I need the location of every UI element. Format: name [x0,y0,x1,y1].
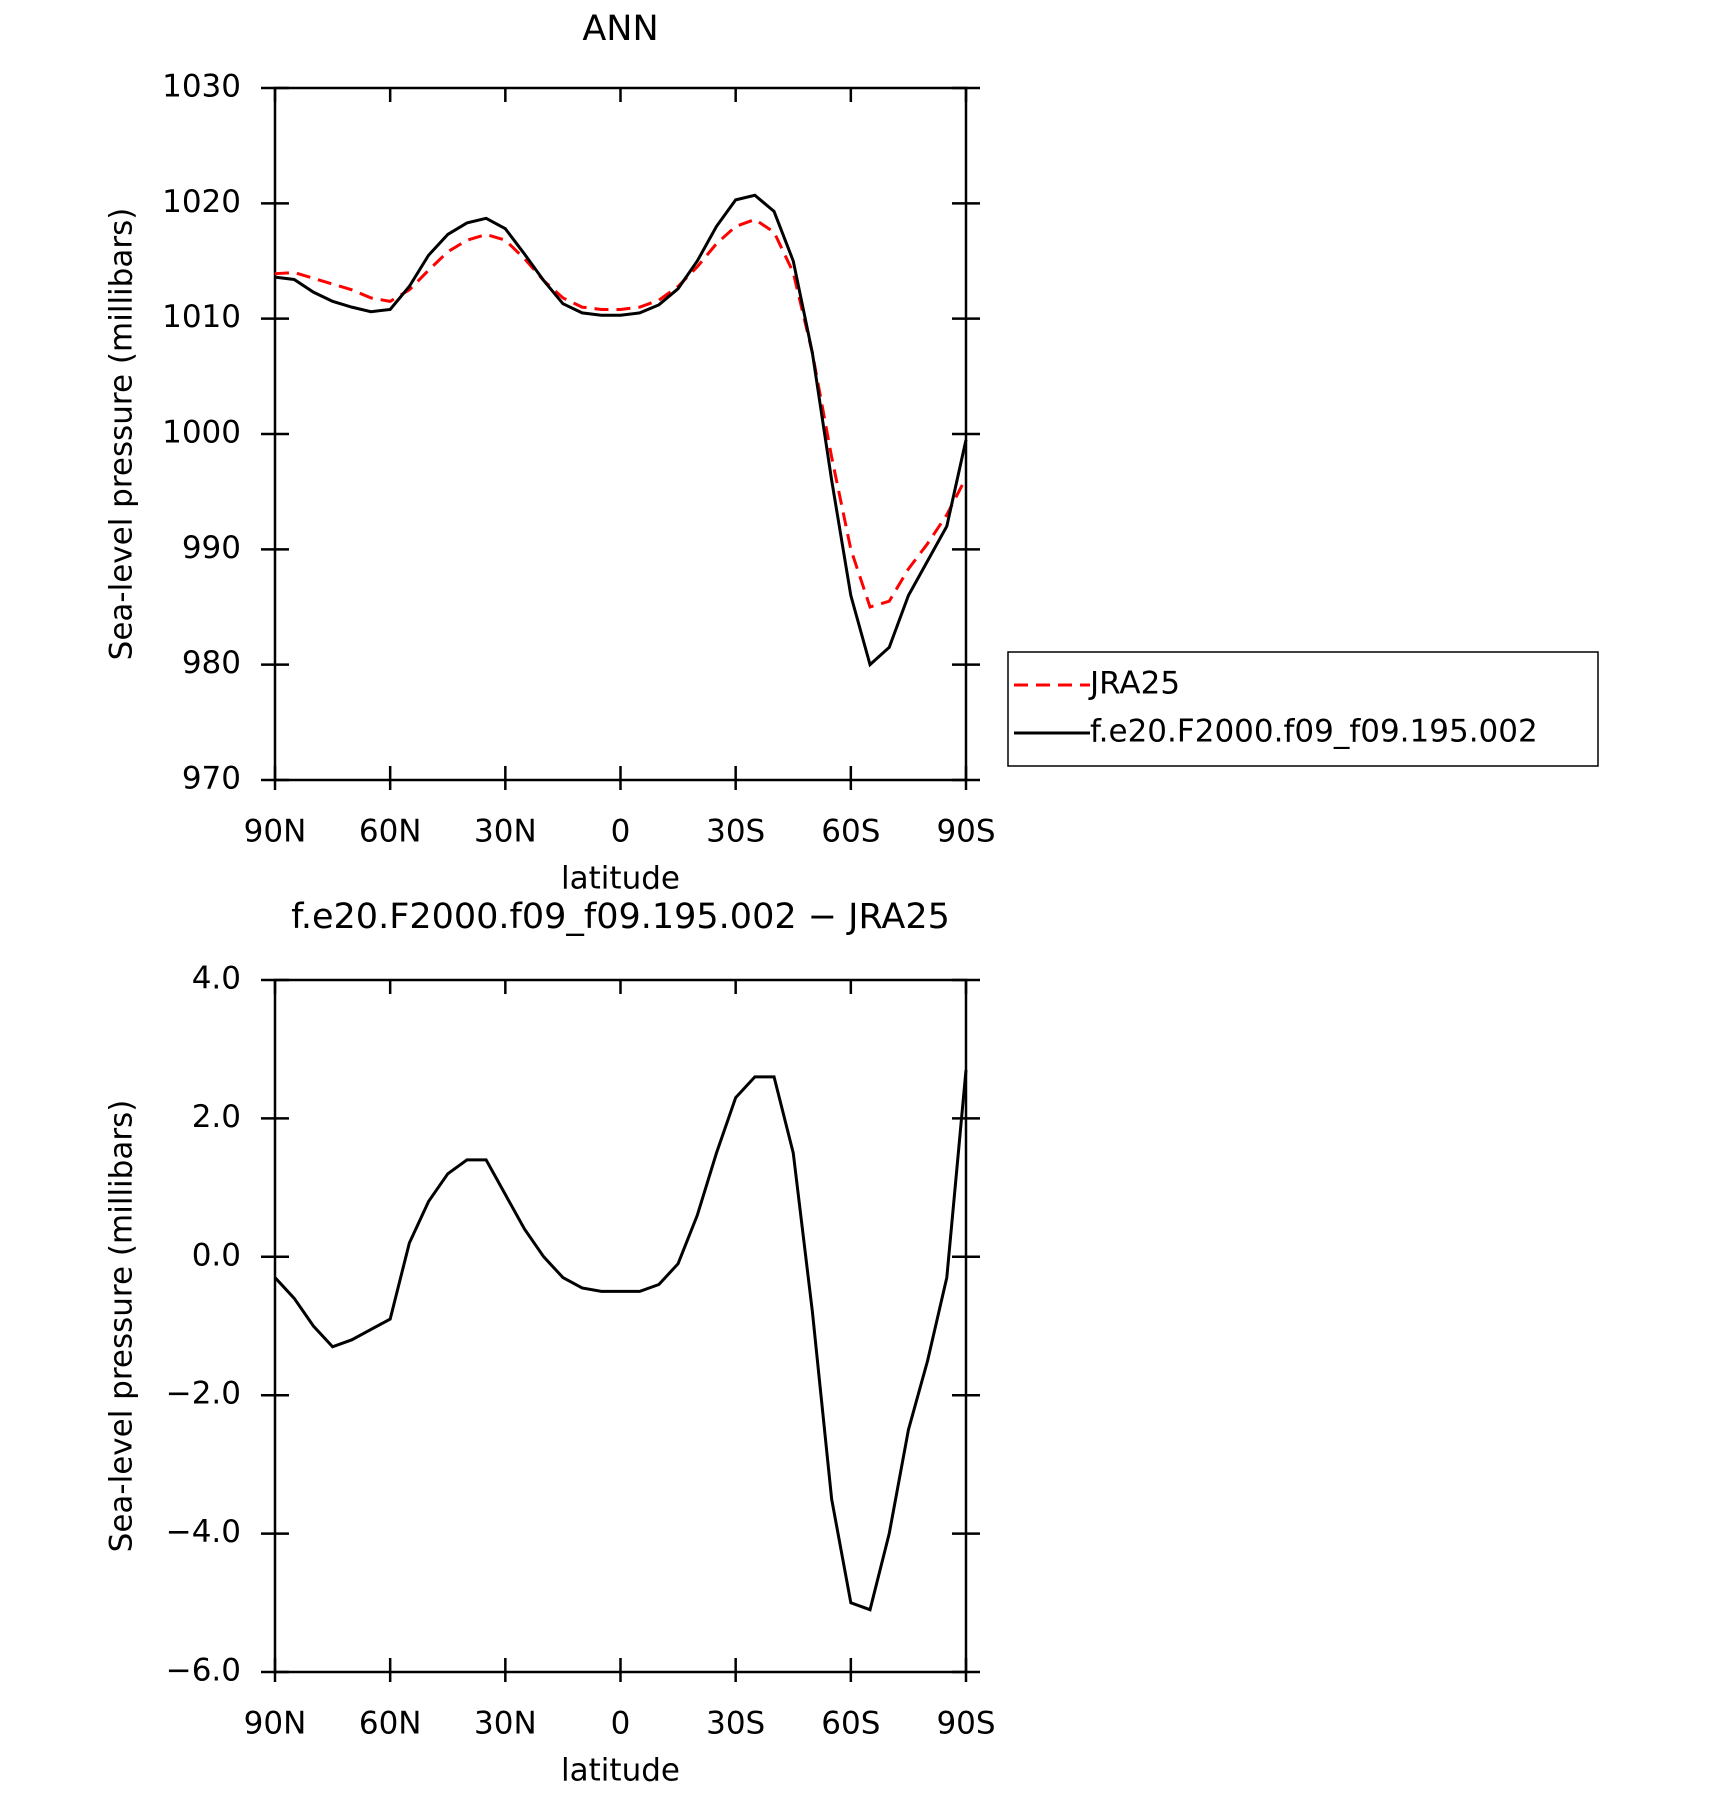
legend-label: f.e20.F2000.f09_f09.195.002 [1090,714,1538,750]
series-line [274,217,968,609]
x-tick-label: 30N [474,814,537,850]
x-tick-label: 60S [821,1706,880,1742]
x-tick-label: 0 [611,1706,631,1742]
x-tick-label: 30N [474,1706,537,1742]
y-tick-label: 970 [182,761,241,797]
y-tick-label: 1020 [162,184,241,220]
y-tick-label: 980 [182,645,241,681]
series-line [274,193,968,668]
y-tick-label: 990 [182,530,241,566]
plot-frame [273,86,968,782]
x-axis-label: latitude [561,1753,680,1789]
x-axis-label: latitude [561,861,680,897]
y-tick-label: 4.0 [192,961,241,997]
y-tick-label: 1030 [162,69,241,105]
y-tick-label: −2.0 [166,1376,241,1412]
y-tick-label: −4.0 [166,1514,241,1550]
x-tick-label: 60N [359,814,422,850]
x-tick-label: 30S [706,814,765,850]
x-tick-label: 0 [611,814,631,850]
chart-title: f.e20.F2000.f09_f09.195.002 − JRA25 [291,897,950,937]
legend-box [1007,651,1599,767]
y-tick-label: 2.0 [192,1099,241,1135]
y-tick-label: 1010 [162,299,241,335]
y-tick-label: −6.0 [166,1653,241,1689]
x-tick-label: 90S [936,814,995,850]
y-axis-label: Sea-level pressure (millibars) [104,208,140,661]
y-axis-label: Sea-level pressure (millibars) [104,1100,140,1553]
y-tick-label: 1000 [162,415,241,451]
series-line [273,1069,968,1612]
x-tick-label: 60N [359,1706,422,1742]
y-tick-label: 0.0 [192,1237,241,1273]
x-tick-label: 90N [244,814,307,850]
x-tick-label: 30S [706,1706,765,1742]
x-tick-label: 90S [936,1706,995,1742]
x-tick-label: 60S [821,814,880,850]
chart-title: ANN [582,9,658,49]
x-tick-label: 90N [244,1706,307,1742]
legend-label: JRA25 [1088,666,1180,702]
